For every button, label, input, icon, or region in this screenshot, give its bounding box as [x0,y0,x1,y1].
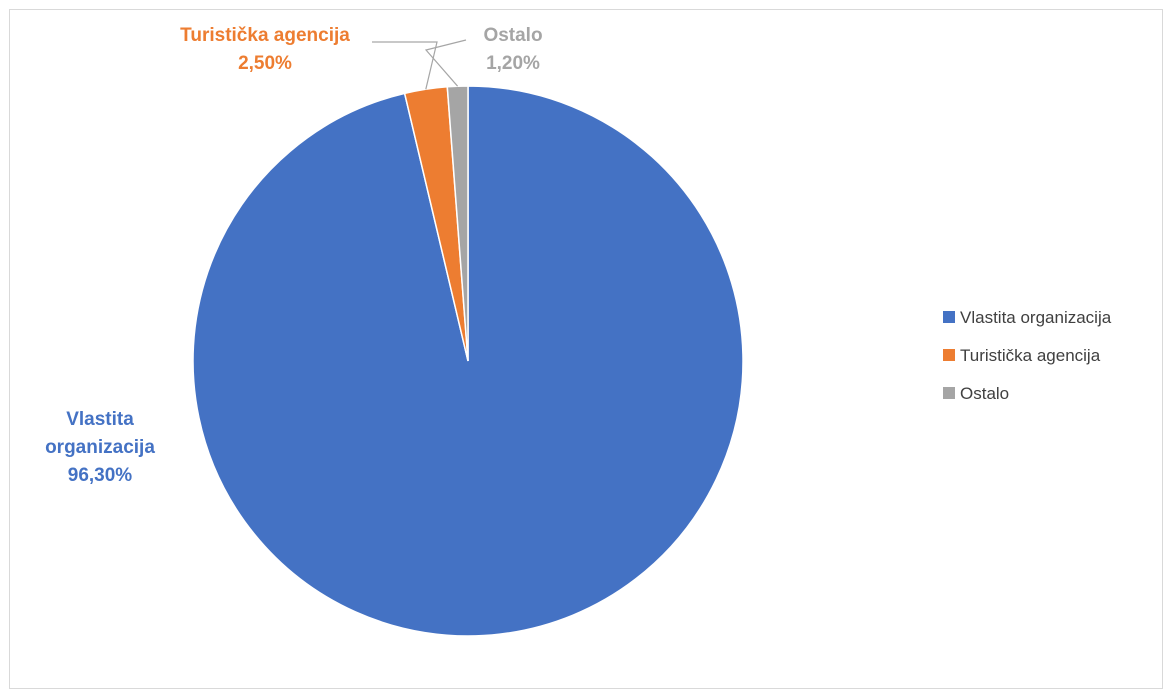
legend-swatch-ostalo [943,387,955,399]
leader-lines [372,39,467,90]
leader-line-ostalo [424,39,467,87]
data-label-category: organizacija [45,437,155,458]
data-label-category: Ostalo [483,25,542,46]
data-label-turisticka-agencija: Turistička agencija 2,50% [180,25,350,74]
data-label-vlastita-organizacija: Vlastita organizacija 96,30% [45,409,155,486]
legend-swatch-vlastita-organizacija [943,311,955,323]
legend-label-turisticka-agencija: Turistička agencija [960,346,1101,365]
pie-slice-ostalo [446,85,469,362]
legend-label-vlastita-organizacija: Vlastita organizacija [960,308,1112,327]
legend-swatch-turisticka-agencija [943,349,955,361]
legend: Vlastita organizacija Turistička agencija… [943,308,1112,403]
leader-line-turisticka-agencija [372,41,438,90]
data-labels: Vlastita organizacija 96,30% Turistička age… [45,25,542,486]
data-label-value: 2,50% [238,53,292,74]
data-label-value: 1,20% [486,53,540,74]
data-label-ostalo: Ostalo 1,20% [483,25,542,74]
pie-slices [192,85,744,637]
data-label-category: Vlastita [66,409,134,430]
data-label-value: 96,30% [68,465,133,486]
data-label-category: Turistička agencija [180,25,350,46]
legend-label-ostalo: Ostalo [960,384,1009,403]
